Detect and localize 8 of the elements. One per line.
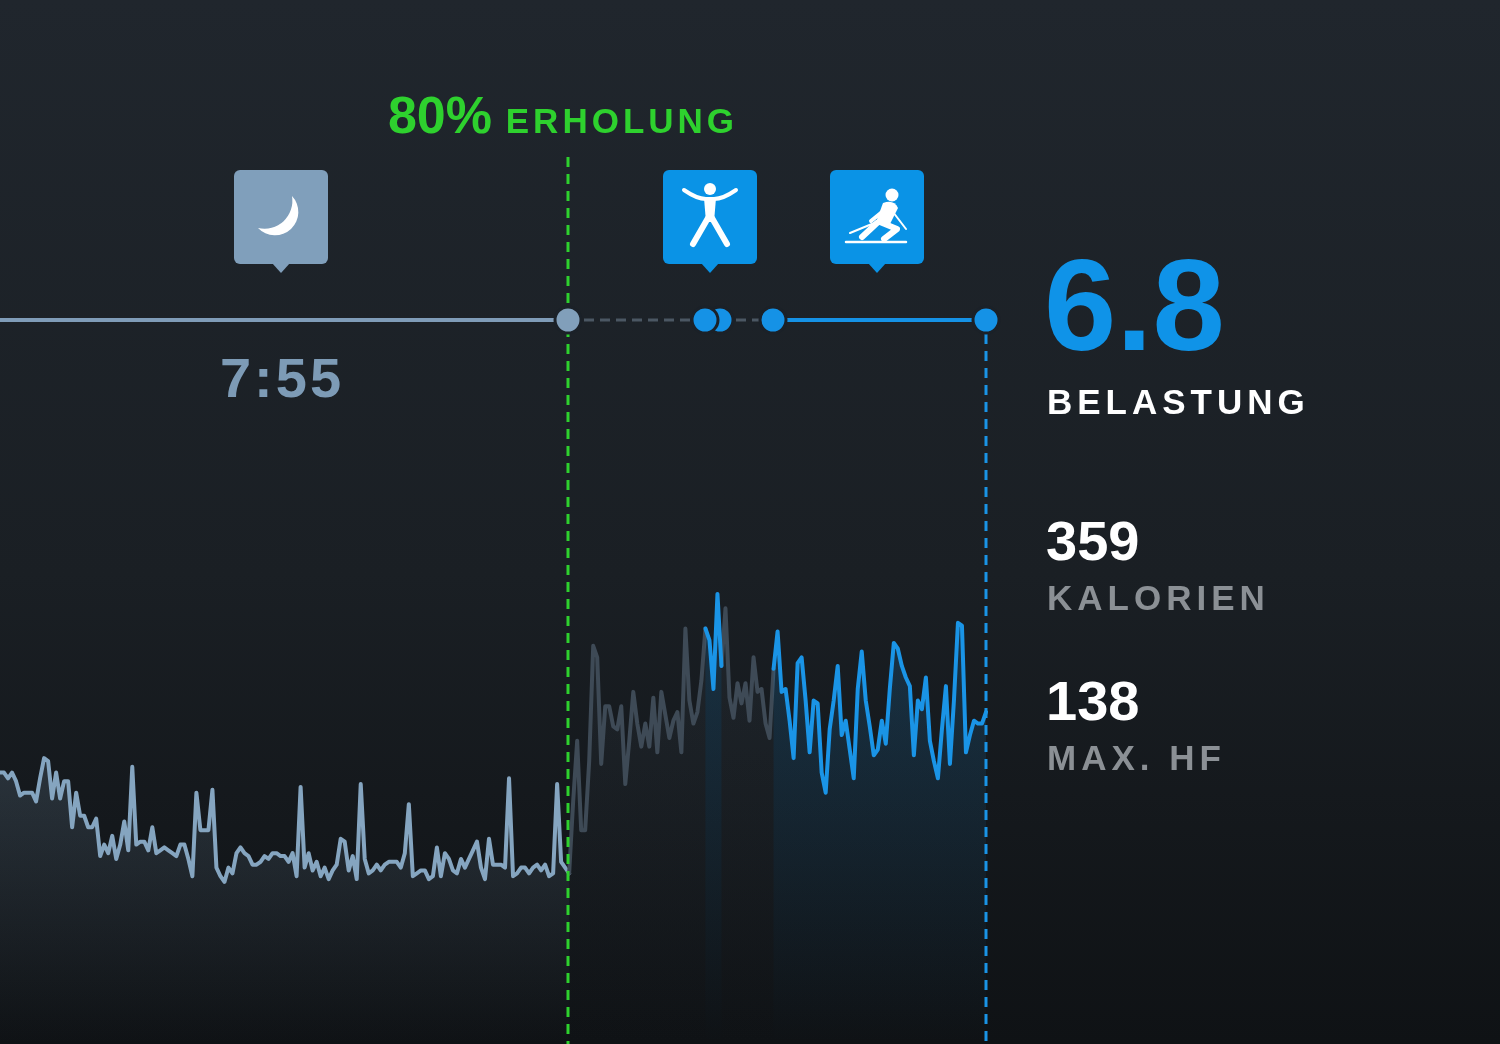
text: MAX. HF — [1047, 738, 1226, 777]
text: 359 — [1046, 509, 1140, 572]
text: 138 — [1046, 669, 1140, 732]
text: 6.8 — [1044, 232, 1225, 378]
text: KALORIEN — [1047, 578, 1270, 617]
text: 80% ERHOLUNG — [387, 86, 739, 144]
text: 7:55 — [219, 346, 345, 409]
text: BELASTUNG — [1047, 382, 1310, 421]
